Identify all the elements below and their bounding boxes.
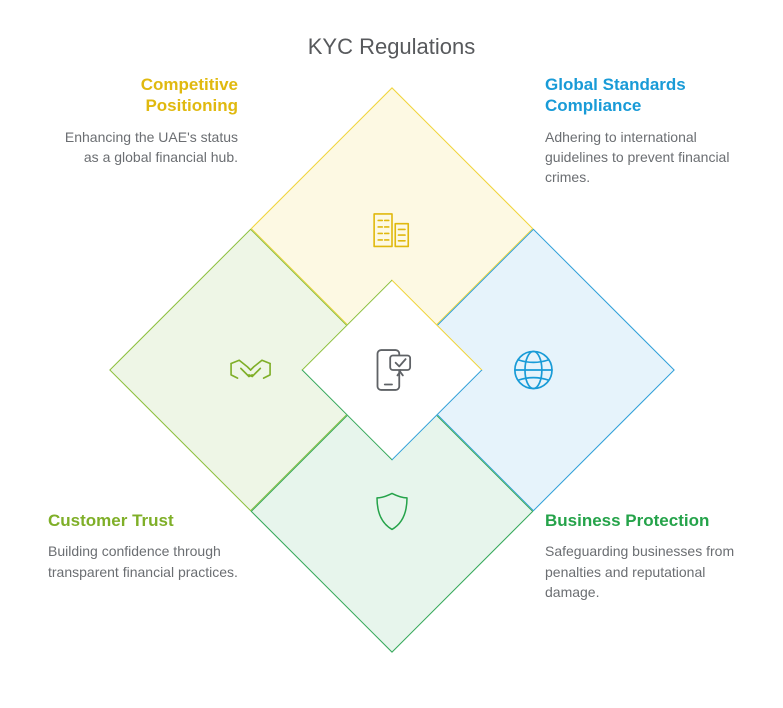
label-competitive-positioning: Competitive Positioning Enhancing the UA…: [48, 74, 238, 167]
label-desc: Enhancing the UAE's status as a global f…: [48, 127, 238, 168]
label-desc: Building confidence through transparent …: [48, 541, 238, 582]
label-global-standards: Global Standards Compliance Adhering to …: [545, 74, 735, 187]
globe-icon: [506, 343, 560, 397]
label-title: Business Protection: [545, 510, 735, 531]
handshake-icon: [222, 344, 278, 396]
label-title: Global Standards Compliance: [545, 74, 735, 117]
label-desc: Safeguarding businesses from penalties a…: [545, 541, 735, 602]
buildings-icon: [366, 203, 418, 255]
mobile-check-icon: [363, 341, 421, 399]
label-customer-trust: Customer Trust Building confidence throu…: [48, 510, 238, 582]
label-title: Competitive Positioning: [48, 74, 238, 117]
label-title: Customer Trust: [48, 510, 238, 531]
label-desc: Adhering to international guidelines to …: [545, 127, 735, 188]
shield-icon: [368, 484, 416, 538]
label-business-protection: Business Protection Safeguarding busines…: [545, 510, 735, 602]
diamond-diagram: [192, 170, 592, 570]
chart-title: KYC Regulations: [0, 34, 783, 60]
